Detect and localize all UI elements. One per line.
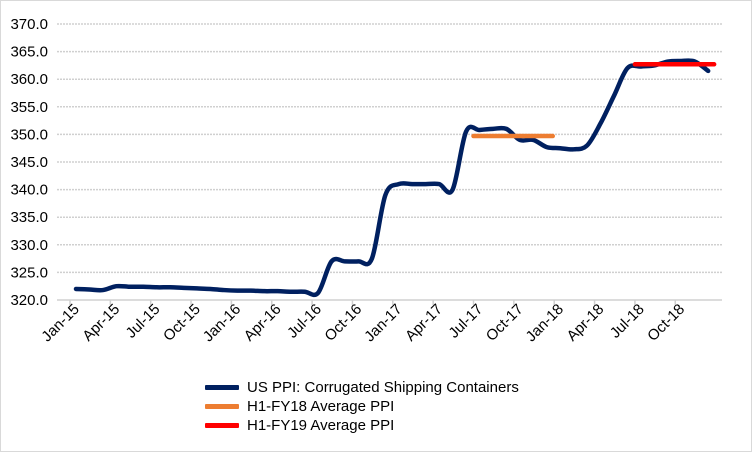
legend-item-fy19: H1-FY19 Average PPI — [205, 416, 519, 435]
y-tick-label: 365.0 — [10, 44, 48, 61]
y-tick-label: 360.0 — [10, 71, 48, 88]
legend-label-ppi: US PPI: Corrugated Shipping Containers — [247, 379, 519, 396]
y-tick-label: 335.0 — [10, 209, 48, 226]
legend: US PPI: Corrugated Shipping Containers H… — [205, 378, 519, 435]
x-tick-label: Oct-15 — [160, 301, 204, 345]
x-tick-label: Oct-17 — [483, 301, 527, 345]
legend-label-fy18: H1-FY18 Average PPI — [247, 398, 395, 415]
x-tick-label: Apr-17 — [402, 301, 446, 345]
x-tick-label: Jul-16 — [284, 301, 325, 342]
legend-swatch-fy18 — [205, 404, 239, 409]
x-tick-label: Jul-17 — [445, 301, 486, 342]
y-tick-label: 340.0 — [10, 182, 48, 199]
legend-swatch-ppi — [205, 385, 239, 390]
y-tick-label: 325.0 — [10, 264, 48, 281]
legend-label-fy19: H1-FY19 Average PPI — [247, 417, 395, 434]
x-tick-label: Jul-15 — [123, 301, 164, 342]
y-tick-label: 345.0 — [10, 154, 48, 171]
x-tick-label: Apr-16 — [241, 301, 285, 345]
x-tick-label: Jan-17 — [361, 301, 405, 345]
y-tick-label: 350.0 — [10, 126, 48, 143]
x-tick-label: Jan-18 — [523, 301, 567, 345]
x-tick-label: Apr-18 — [564, 301, 608, 345]
legend-swatch-fy19 — [205, 423, 239, 428]
y-tick-label: 330.0 — [10, 237, 48, 254]
y-tick-label: 355.0 — [10, 99, 48, 116]
y-tick-label: 370.0 — [10, 16, 48, 33]
legend-item-ppi: US PPI: Corrugated Shipping Containers — [205, 378, 519, 397]
x-tick-label: Oct-18 — [644, 301, 688, 345]
legend-item-fy18: H1-FY18 Average PPI — [205, 397, 519, 416]
x-tick-label: Apr-15 — [79, 301, 123, 345]
x-tick-label: Jan-16 — [200, 301, 244, 345]
x-tick-label: Jul-18 — [607, 301, 648, 342]
y-tick-label: 320.0 — [10, 292, 48, 309]
x-tick-label: Oct-16 — [321, 301, 365, 345]
series-line-ppi — [73, 58, 711, 298]
